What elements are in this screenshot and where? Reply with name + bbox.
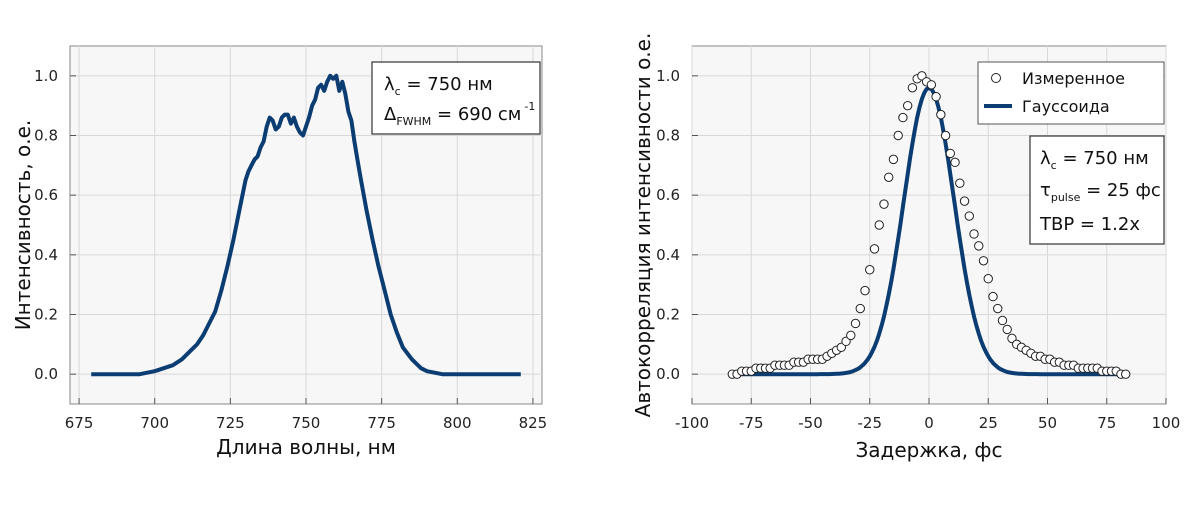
measured-point <box>888 154 899 165</box>
measured-point <box>978 256 989 266</box>
measured-point <box>964 211 974 221</box>
measured-point <box>879 199 889 209</box>
y-tick-label: 0.8 <box>34 127 58 145</box>
measured-point <box>931 92 941 102</box>
x-tick-label: -100 <box>675 414 709 432</box>
measured-point <box>926 80 937 90</box>
measured-point <box>865 265 875 275</box>
autocorrelation-tau-annotation: τpulse = 25 фс <box>1040 180 1161 204</box>
x-tick-label: -50 <box>798 414 823 432</box>
autocorrelation-y-axis-label: Автокорреляция интенсивности о.е. <box>631 33 655 418</box>
measured-point <box>869 244 880 254</box>
measured-point <box>893 130 903 141</box>
measured-point <box>855 303 865 314</box>
measured-point <box>884 172 894 182</box>
autocorrelation-x-axis-label: Задержка, фс <box>855 438 1002 462</box>
spectrum-line <box>91 73 521 377</box>
x-tick-label: 700 <box>140 414 169 432</box>
measured-point <box>902 100 913 111</box>
measured-point <box>907 83 918 93</box>
y-tick-label: 0.6 <box>34 186 58 204</box>
measured-point <box>974 241 984 251</box>
x-tick-label: 75 <box>1097 414 1116 432</box>
measured-point <box>993 303 1003 314</box>
x-tick-label: 825 <box>519 414 548 432</box>
legend-label-measured: Измеренное <box>1022 69 1125 88</box>
x-tick-label: 100 <box>1152 414 1181 432</box>
y-tick-label: 0.0 <box>656 365 680 383</box>
legend-label-gaussian: Гауссоида <box>1022 97 1110 116</box>
x-tick-label: 725 <box>216 414 245 432</box>
spectrum-annotation-box: λc = 750 нм ΔFWHM = 690 см -1 <box>371 61 541 135</box>
measured-point <box>959 196 970 206</box>
measured-markers <box>727 71 1131 379</box>
y-tick-label: 1.0 <box>34 67 58 85</box>
measured-point <box>898 112 908 123</box>
y-tick-label: 0.4 <box>34 246 58 264</box>
y-tick-label: 0.4 <box>656 246 680 264</box>
y-tick-label: 0.2 <box>34 306 58 324</box>
x-tick-label: 25 <box>979 414 998 432</box>
measured-point <box>846 330 856 341</box>
y-tick-label: 1.0 <box>656 67 680 85</box>
spectrum-ticks: 675 700 725 750 775 800 825 0.0 0.2 0.4 0.6 0.8 1.0 <box>34 67 547 432</box>
measured-point <box>955 178 965 188</box>
spectrum-chart: 675 700 725 750 775 800 8250.00.20.40.60.81.0 … <box>11 45 547 459</box>
legend-marker-icon <box>991 73 1001 83</box>
measured-point <box>945 148 956 159</box>
legend: Измеренное Гауссоида <box>977 61 1165 125</box>
x-tick-label: 675 <box>65 414 94 432</box>
y-tick-label: 0.6 <box>656 186 680 204</box>
measured-point <box>1121 369 1131 379</box>
autocorrelation-chart: -100 -75 -50 -25 0 25 50 75 100 0.0 0.2 0.4 0.6 0.8 1.… <box>631 33 1180 462</box>
spectrum-x-axis-label: Длина волны, нм <box>216 435 396 459</box>
measured-point <box>874 220 884 230</box>
x-tick-label: -25 <box>858 414 883 432</box>
spectrum-fwhm-annotation: ΔFWHM = 690 см -1 <box>384 100 535 128</box>
measured-point <box>988 291 998 302</box>
autocorrelation-annotation-box: λc = 750 нм τpulse = 25 фс TBP = 1.2x <box>1029 135 1165 245</box>
autocorrelation-tbp-annotation: TBP = 1.2x <box>1039 214 1140 235</box>
measured-point <box>950 157 960 168</box>
measured-point <box>997 315 1008 326</box>
y-tick-label: 0.2 <box>656 306 680 324</box>
y-tick-label: 0.8 <box>656 127 680 145</box>
x-tick-label: 0 <box>924 414 934 432</box>
autocorrelation-ticks: -100 -75 -50 -25 0 25 50 75 100 0.0 0.2 0.4 0.6 0.8 1.… <box>656 67 1180 432</box>
measured-point <box>969 229 979 239</box>
x-tick-label: -75 <box>739 414 764 432</box>
spectrum-y-axis-label: Интенсивность, о.е. <box>11 120 35 331</box>
measured-point <box>936 109 946 120</box>
x-tick-label: 775 <box>367 414 396 432</box>
x-tick-label: 800 <box>443 414 472 432</box>
measured-point <box>1002 324 1012 335</box>
measured-point <box>983 274 993 284</box>
x-tick-label: 750 <box>292 414 321 432</box>
spectrum-grid <box>70 46 542 404</box>
spectrum-lambda-annotation: λc = 750 нм <box>384 74 493 98</box>
measured-point <box>850 318 861 329</box>
measured-point <box>940 130 951 141</box>
measured-point <box>860 285 870 296</box>
x-tick-label: 50 <box>1038 414 1057 432</box>
autocorrelation-lambda-annotation: λc = 750 нм <box>1040 148 1149 172</box>
y-tick-label: 0.0 <box>34 365 58 383</box>
